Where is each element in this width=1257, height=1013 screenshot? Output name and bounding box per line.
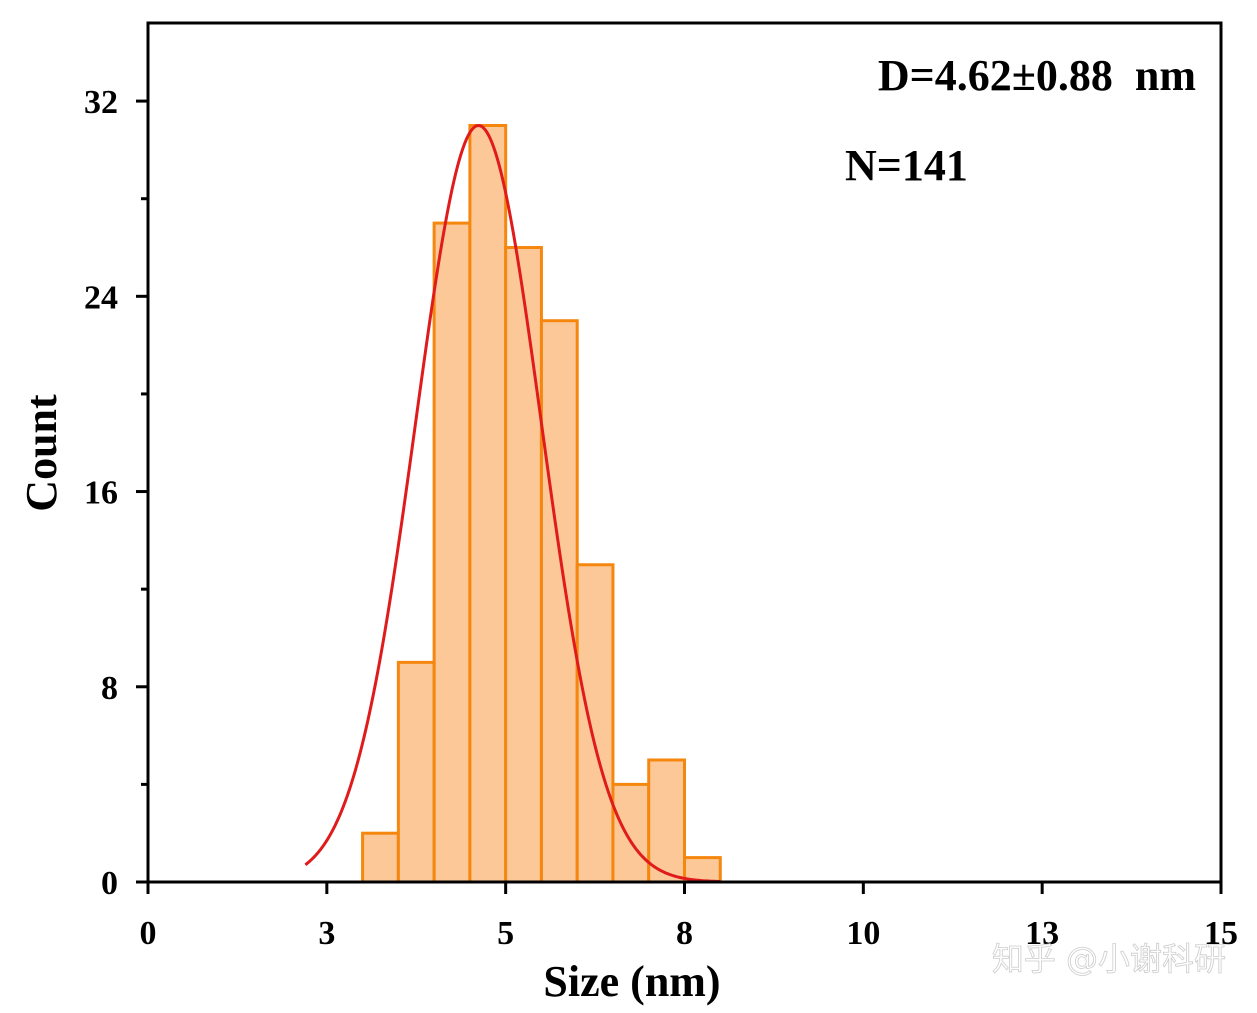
ticks-layer — [136, 99, 1223, 894]
histogram-bar-3 — [468, 123, 508, 884]
bars-layer — [361, 123, 722, 884]
x-tick-label-3: 8 — [676, 915, 693, 952]
x-axis-title: Size (nm) — [543, 957, 720, 1006]
y-tick-label-3: 24 — [84, 279, 118, 316]
histogram-bar-2 — [432, 221, 472, 884]
y-tick-label-2: 16 — [84, 475, 118, 512]
annotation-count: N=141 — [845, 141, 968, 190]
plot-frame — [146, 21, 1223, 884]
gaussian-fit-line — [304, 123, 721, 884]
y-tick-label-1: 8 — [101, 670, 118, 707]
histogram-bar-4 — [504, 246, 543, 884]
fit-layer — [304, 123, 721, 884]
x-tick-label-1: 3 — [318, 915, 335, 952]
histogram-bar-1 — [396, 660, 436, 884]
watermark-text: 知乎 @小谢科研 — [992, 940, 1226, 978]
histogram-bar-7 — [611, 782, 651, 884]
histogram-bar-0 — [361, 831, 400, 884]
x-tick-label-6: 15 — [1204, 915, 1238, 952]
annotation-diameter: D=4.62±0.88 nm — [878, 51, 1196, 100]
histogram-bar-5 — [539, 319, 579, 884]
y-axis-title: Count — [17, 394, 66, 512]
x-tick-label-5: 13 — [1025, 915, 1059, 952]
y-tick-label-0: 0 — [101, 865, 118, 902]
labels-layer: 0 3 5 8 10 13 15 0 8 16 24 32 — [84, 84, 1238, 952]
x-tick-label-4: 10 — [846, 915, 880, 952]
histogram-bar-6 — [575, 563, 615, 884]
x-tick-label-0: 0 — [140, 915, 157, 952]
y-tick-label-4: 32 — [84, 84, 118, 121]
histogram-bar-8 — [647, 758, 687, 884]
x-tick-label-2: 5 — [497, 915, 514, 952]
